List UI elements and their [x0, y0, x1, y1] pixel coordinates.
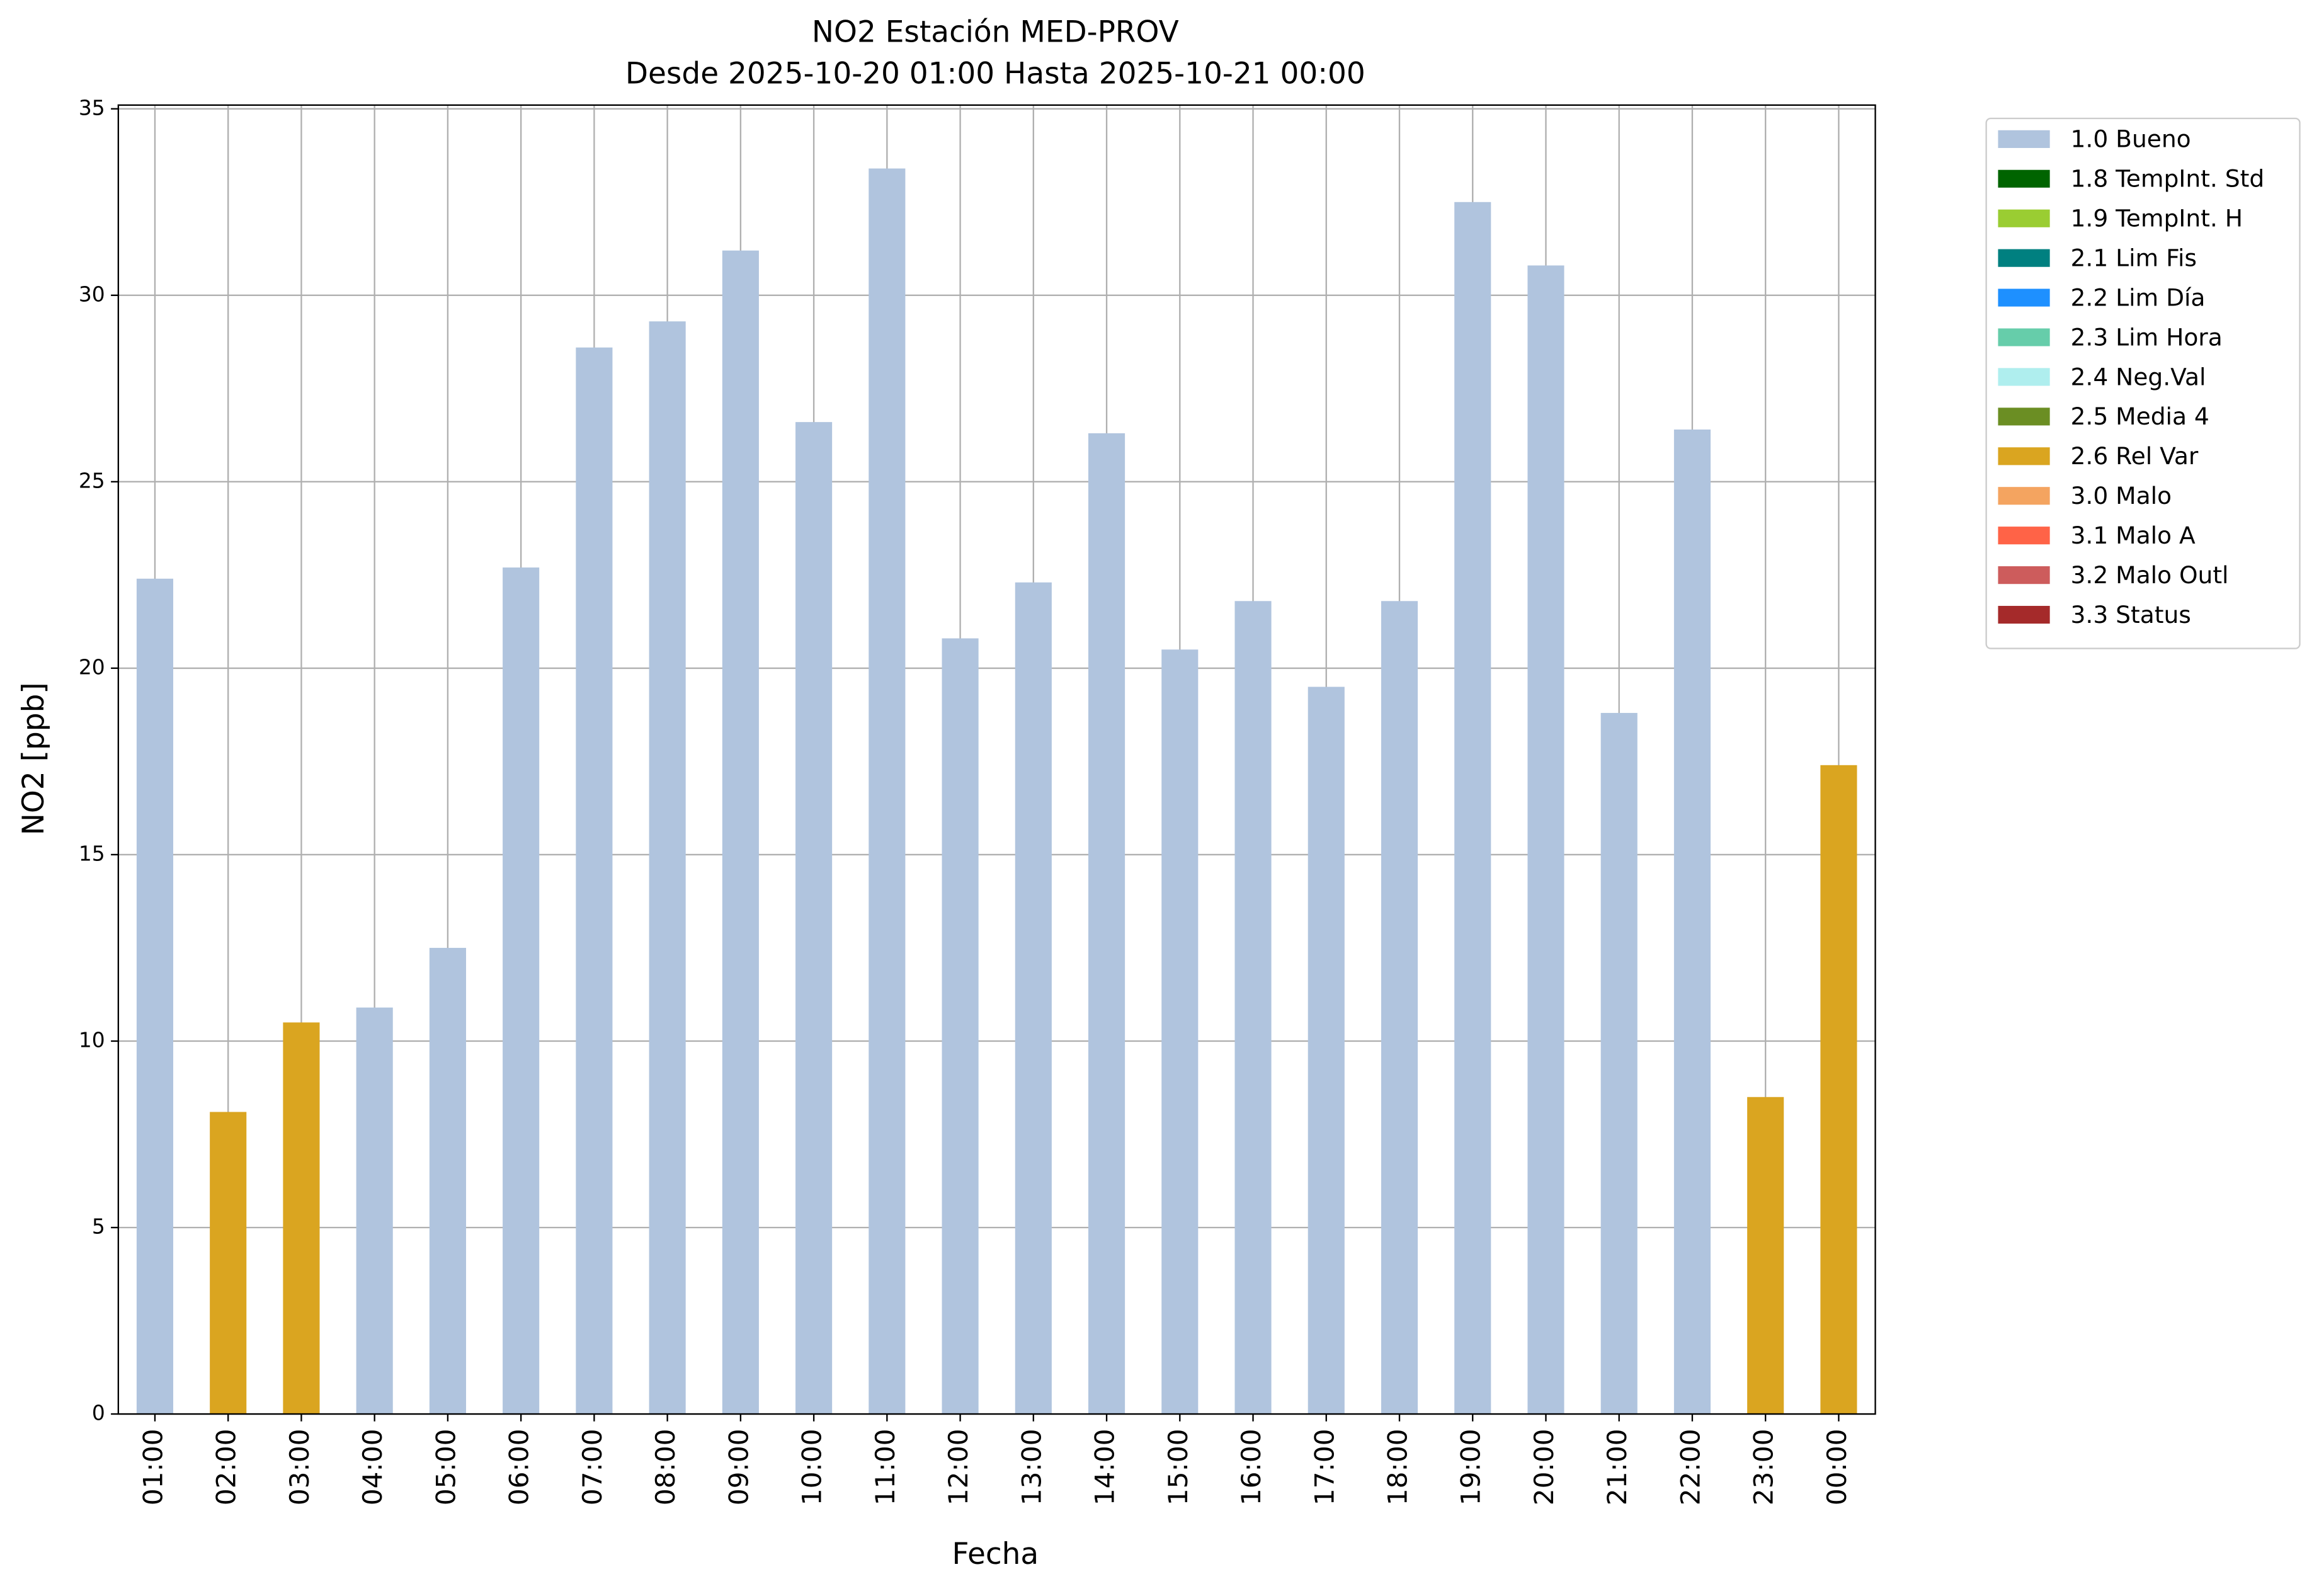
bar: [1673, 429, 1711, 1415]
legend-swatch: [1998, 368, 2050, 386]
legend-swatch: [1998, 169, 2050, 188]
y-tick-label: 0: [92, 1401, 105, 1425]
bar: [210, 1112, 247, 1415]
legend-swatch: [1998, 328, 2050, 346]
bar: [1527, 265, 1564, 1415]
x-tick-label: 12:00: [943, 1429, 974, 1506]
y-tick-label: 35: [79, 95, 105, 120]
bar: [1600, 712, 1638, 1415]
y-axis-label: NO2 [ppb]: [16, 682, 51, 835]
legend-swatch: [1998, 527, 2050, 545]
bar: [503, 567, 540, 1415]
legend-swatch: [1998, 408, 2050, 426]
y-tick-label: 30: [79, 282, 105, 306]
x-axis-label: Fecha: [952, 1537, 1039, 1571]
bar: [869, 168, 906, 1415]
bar: [795, 422, 833, 1415]
x-tick-label: 11:00: [870, 1429, 901, 1506]
legend-swatch: [1998, 249, 2050, 267]
legend-label: 2.6 Rel Var: [2071, 442, 2199, 470]
bar: [136, 578, 174, 1415]
legend-label: 1.0 Bueno: [2071, 125, 2191, 153]
legend-label: 2.4 Neg.Val: [2071, 363, 2206, 390]
y-tick-label: 25: [79, 468, 105, 493]
bar: [1381, 601, 1418, 1415]
bar: [283, 1022, 320, 1415]
legend-swatch: [1998, 447, 2050, 465]
y-tick-label: 5: [92, 1214, 105, 1238]
legend-label: 3.3 Status: [2071, 601, 2191, 629]
legend-label: 2.3 Lim Hora: [2071, 323, 2223, 351]
x-tick-label: 16:00: [1236, 1429, 1267, 1506]
bar: [1747, 1097, 1784, 1415]
x-tick-label: 15:00: [1163, 1429, 1194, 1506]
x-tick-label: 20:00: [1529, 1429, 1559, 1506]
x-tick-label: 18:00: [1382, 1429, 1413, 1506]
x-tick-label: 10:00: [797, 1429, 828, 1506]
legend-swatch: [1998, 605, 2050, 624]
x-tick-label: 22:00: [1675, 1429, 1706, 1506]
chart-title: NO2 Estación MED-PROV: [812, 15, 1179, 50]
x-tick-label: 13:00: [1016, 1429, 1047, 1506]
legend-label: 1.9 TempInt. H: [2071, 205, 2243, 232]
legend-label: 3.1 Malo A: [2071, 522, 2196, 549]
x-tick-label: 03:00: [284, 1429, 315, 1506]
bar: [1161, 649, 1199, 1415]
bar: [649, 321, 686, 1415]
x-tick-label: 19:00: [1456, 1429, 1486, 1506]
bar: [1454, 202, 1491, 1415]
legend-swatch: [1998, 566, 2050, 584]
x-tick-label: 02:00: [211, 1429, 242, 1506]
legend-swatch: [1998, 209, 2050, 227]
x-tick-label: 09:00: [723, 1429, 754, 1506]
legend-frame: [1985, 117, 2301, 649]
y-tick-label: 15: [79, 841, 105, 865]
x-tick-label: 23:00: [1748, 1429, 1779, 1506]
legend-label: 2.5 Media 4: [2071, 402, 2209, 430]
legend-label: 3.2 Malo Outl: [2071, 561, 2229, 589]
legend-swatch: [1998, 130, 2050, 148]
x-tick-label: 14:00: [1090, 1429, 1120, 1506]
bar: [356, 1007, 393, 1415]
chart-subtitle: Desde 2025-10-20 01:00 Hasta 2025-10-21 …: [625, 56, 1365, 91]
x-tick-label: 01:00: [137, 1429, 168, 1506]
legend-label: 3.0 Malo: [2071, 482, 2172, 510]
legend-swatch: [1998, 288, 2050, 307]
x-tick-label: 00:00: [1821, 1429, 1852, 1506]
x-tick-label: 06:00: [504, 1429, 535, 1506]
bar: [429, 947, 466, 1415]
x-tick-label: 08:00: [650, 1429, 681, 1506]
bar: [942, 638, 979, 1415]
bar: [1308, 687, 1345, 1415]
legend-label: 2.2 Lim Día: [2071, 283, 2206, 311]
bar: [1015, 582, 1052, 1415]
x-tick-label: 05:00: [430, 1429, 461, 1506]
bar: [576, 347, 613, 1415]
bar: [1234, 601, 1272, 1415]
legend-label: 2.1 Lim Fis: [2071, 244, 2197, 272]
bar: [1820, 765, 1857, 1415]
y-tick-label: 20: [79, 654, 105, 679]
bar: [722, 250, 759, 1415]
legend-label: 1.8 TempInt. Std: [2071, 165, 2265, 193]
x-tick-label: 21:00: [1602, 1429, 1632, 1506]
x-tick-label: 07:00: [577, 1429, 608, 1506]
legend: 1.0 Bueno 1.8 TempInt. Std 1.9 TempInt. H 2…: [1985, 117, 2301, 649]
bar: [1088, 433, 1125, 1415]
plot-frame: [117, 104, 1876, 1415]
x-tick-label: 04:00: [357, 1429, 388, 1506]
legend-swatch: [1998, 487, 2050, 505]
x-tick-label: 17:00: [1309, 1429, 1340, 1506]
y-tick-label: 10: [79, 1027, 105, 1052]
